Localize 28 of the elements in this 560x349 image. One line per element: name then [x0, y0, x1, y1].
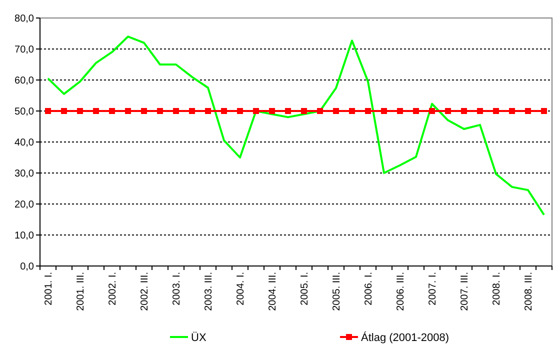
x-tick-label: 2004. III. [268, 272, 278, 311]
x-tick-label: 2006. III. [396, 272, 406, 311]
x-tick-label: 2003. I. [172, 272, 182, 306]
y-tick-label: 10,0 [14, 230, 34, 242]
y-tick-label: 80,0 [14, 14, 34, 24]
x-tick-label: 2007. I. [428, 272, 438, 306]
x-tick-label: 2001. I. [44, 272, 54, 306]
x-tick-label: 2008. III. [524, 272, 534, 311]
y-tick-label: 30,0 [14, 168, 34, 180]
x-tick-label: 2005. I. [300, 272, 310, 306]
legend-label: Átlag (2001-2008) [361, 330, 450, 344]
x-tick-label: 2001. III. [76, 272, 86, 311]
y-tick-label: 70,0 [14, 44, 34, 56]
x-tick-label: 2002. III. [140, 272, 150, 311]
x-tick-label: 2008. I. [492, 272, 502, 306]
y-tick-label: 40,0 [14, 138, 34, 148]
legend-label: ÜX [191, 330, 207, 344]
x-tick-label: 2002. I. [108, 272, 118, 306]
x-tick-label: 2007. III. [460, 272, 470, 311]
x-tick-label: 2004. I. [236, 272, 246, 306]
x-tick-label: 2003. III. [204, 272, 214, 311]
y-tick-label: 50,0 [14, 106, 34, 118]
y-tick-label: 0,0 [20, 262, 34, 272]
x-tick-label: 2005. III. [332, 272, 342, 311]
line-series [47, 36, 545, 216]
y-tick-label: 20,0 [14, 200, 34, 210]
x-tick-label: 2006. I. [364, 272, 374, 306]
y-tick-label: 60,0 [14, 76, 34, 86]
